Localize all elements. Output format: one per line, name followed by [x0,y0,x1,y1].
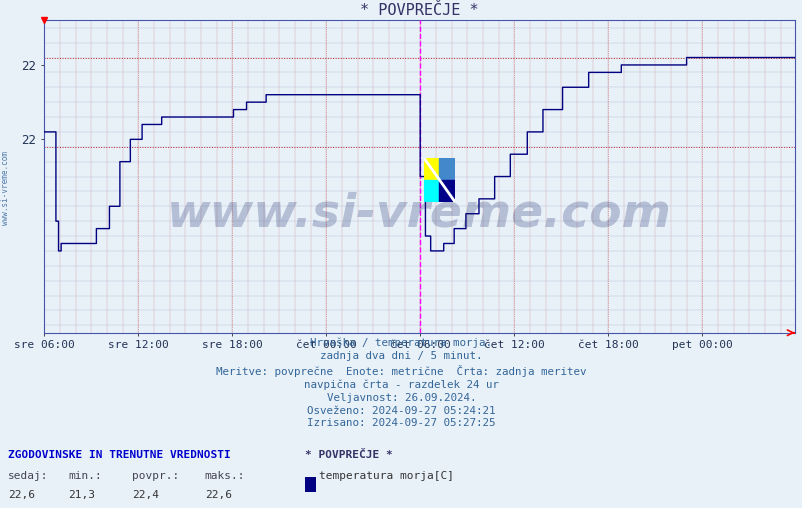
Text: www.si-vreme.com: www.si-vreme.com [167,192,671,237]
Text: * POVPREČJE *: * POVPREČJE * [305,450,392,460]
Text: maks.:: maks.: [205,471,245,482]
Text: povpr.:: povpr.: [132,471,180,482]
Text: min.:: min.: [68,471,102,482]
Text: 22,6: 22,6 [205,490,232,500]
Text: 21,3: 21,3 [68,490,95,500]
Bar [439,180,454,202]
Text: 22,4: 22,4 [132,490,160,500]
Bar [423,180,439,202]
Text: Hrvaška / temperatura morja.
zadnja dva dni / 5 minut.
Meritve: povprečne  Enote: Hrvaška / temperatura morja. zadnja dva … [216,338,586,428]
Text: 22,6: 22,6 [8,490,35,500]
Bar [439,158,454,180]
Title: * POVPREČJE *: * POVPREČJE * [360,3,478,18]
Text: www.si-vreme.com: www.si-vreme.com [1,151,10,225]
Bar [423,158,439,180]
Text: sedaj:: sedaj: [8,471,48,482]
Text: ZGODOVINSKE IN TRENUTNE VREDNOSTI: ZGODOVINSKE IN TRENUTNE VREDNOSTI [8,450,230,460]
Text: temperatura morja[C]: temperatura morja[C] [318,471,453,482]
